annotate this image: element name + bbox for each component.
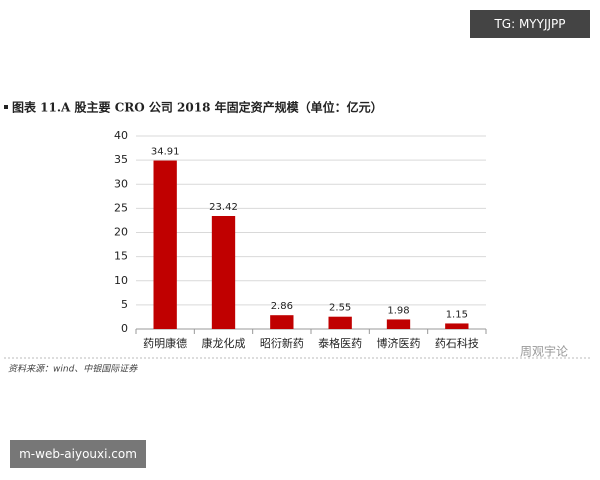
bar	[386, 319, 411, 329]
y-tick-label: 30	[114, 177, 128, 190]
x-tick-label: 康龙化成	[202, 336, 246, 350]
x-tick-label: 药明康德	[143, 336, 187, 350]
x-tick-label: 药石科技	[435, 336, 479, 350]
chart-title: 图表 11.A 股主要 CRO 公司 2018 年固定资产规模（单位：亿元）	[12, 100, 383, 115]
y-tick-label: 35	[114, 153, 128, 166]
y-tick-label: 5	[121, 298, 128, 311]
x-tick-label: 昭衍新药	[260, 336, 304, 350]
data-label: 2.55	[329, 303, 351, 314]
data-label: 2.86	[271, 301, 293, 312]
x-tick-label: 博济医药	[377, 336, 421, 350]
badge: TG: MYYJJPP	[470, 10, 590, 38]
data-label: 1.15	[446, 309, 468, 320]
x-tick-label: 泰格医药	[318, 336, 362, 350]
bar	[211, 215, 236, 329]
data-label: 23.42	[209, 202, 238, 213]
title-bullet	[4, 105, 8, 109]
y-tick-label: 15	[114, 250, 128, 263]
bar	[328, 316, 352, 329]
bar	[270, 315, 294, 329]
y-tick-label: 0	[121, 322, 128, 335]
y-tick-label: 25	[114, 201, 128, 214]
bar	[153, 160, 177, 329]
bar	[445, 323, 469, 329]
y-tick-label: 40	[114, 129, 128, 142]
y-tick-label: 20	[114, 226, 128, 239]
source: 资料来源：wind、中银国际证券	[8, 364, 138, 375]
y-tick-label: 10	[114, 274, 128, 287]
site-label: m-web-aiyouxi.com	[10, 440, 146, 468]
watermark: 周观宇论	[520, 345, 568, 359]
data-label: 34.91	[151, 147, 180, 158]
data-label: 1.98	[387, 305, 409, 316]
